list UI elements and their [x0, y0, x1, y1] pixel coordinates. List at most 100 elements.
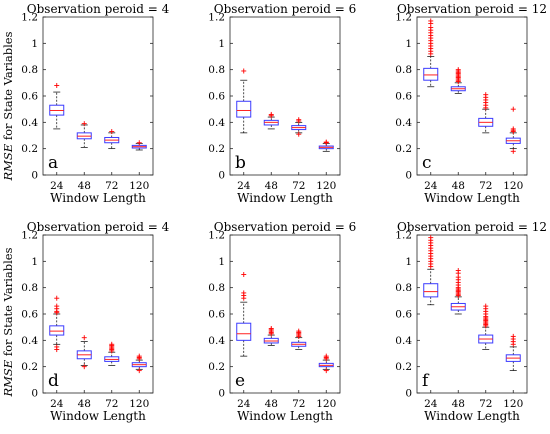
panel-c: 0 0.2 0.4 0.6 0.8 1 1.2 24 48 72 120 Observation pe… — [395, 2, 547, 205]
x-tick-label: 24 — [237, 398, 251, 410]
y-tick-label: 1 — [31, 256, 38, 268]
x-tick-label: 48 — [78, 398, 91, 410]
y-tick-label: 0.6 — [395, 309, 412, 321]
x-tick-label: 48 — [265, 180, 278, 192]
x-axis-label: Window Length — [237, 191, 333, 205]
y-label-italic: RMSE — [1, 143, 15, 181]
outlier-marker — [136, 140, 142, 146]
y-tick-label: 0 — [31, 388, 38, 400]
x-tick-label: 48 — [78, 180, 91, 192]
panel-letter: d — [48, 371, 59, 391]
box-120 — [318, 353, 334, 374]
panel-a: 0 0.2 0.4 0.6 0.8 1 1.2 24 48 72 120 Observation pe… — [21, 2, 169, 205]
y-label-rest: for State Variables — [1, 31, 15, 143]
y-tick-label: 0.2 — [21, 361, 38, 373]
y-tick-label: 0 — [405, 388, 412, 400]
outlier-marker — [54, 347, 60, 353]
panel-e: 0 0.2 0.4 0.6 0.8 1 1.2 24 48 72 120 Observation pe… — [208, 220, 356, 423]
outlier-marker — [241, 68, 247, 74]
panel-letter: c — [422, 153, 432, 173]
y-tick-label: 0.8 — [21, 64, 38, 76]
x-axis-label: Window Length — [50, 191, 146, 205]
y-tick-label: 0.4 — [208, 335, 225, 347]
box-48 — [263, 111, 279, 130]
panel-title: Observation peroid = 4 — [27, 220, 170, 234]
panel-letter: f — [422, 371, 430, 391]
row2-y-axis-label: RMSE for State Variables — [1, 247, 15, 397]
y-tick-label: 0.6 — [208, 91, 225, 103]
y-tick-label: 0.4 — [395, 117, 412, 129]
box-48 — [450, 268, 466, 315]
x-tick-label: 120 — [129, 398, 149, 410]
outlier-marker — [296, 328, 302, 334]
y-tick-label: 0.8 — [208, 64, 225, 76]
outlier-marker — [510, 148, 516, 154]
panel-title: Observation peroid = 12 — [397, 220, 547, 234]
y-tick-label: 1 — [405, 38, 412, 50]
x-axis-label: Window Length — [424, 191, 520, 205]
y-tick-label: 0.4 — [395, 335, 412, 347]
outlier-marker — [54, 295, 60, 301]
outlier-marker — [54, 82, 60, 88]
y-tick-label: 1.2 — [208, 12, 225, 24]
y-tick-label: 0 — [405, 170, 412, 182]
panel-letter: a — [48, 153, 58, 173]
box-120 — [505, 106, 521, 154]
y-tick-label: 0.2 — [395, 143, 412, 155]
box-72 — [104, 341, 120, 366]
y-tick-label: 1.2 — [395, 12, 412, 24]
box-48 — [263, 325, 279, 346]
outlier-marker — [510, 106, 516, 112]
y-label-italic: RMSE — [1, 359, 15, 397]
x-tick-label: 72 — [479, 180, 492, 192]
axes-frame — [416, 234, 528, 394]
box-72 — [291, 117, 307, 137]
y-tick-label: 1 — [218, 38, 225, 50]
outlier-marker — [241, 272, 247, 277]
axes-frame — [416, 16, 528, 176]
x-tick-label: 24 — [424, 180, 438, 192]
box-72 — [104, 129, 120, 150]
panel-title: Observation peroid = 4 — [27, 2, 170, 16]
y-label-rest: for State Variables — [1, 247, 15, 359]
panel-b: 0 0.2 0.4 0.6 0.8 1 1.2 24 48 72 120 Observation pe… — [208, 2, 356, 205]
y-tick-label: 0.8 — [21, 282, 38, 294]
y-tick-label: 0.4 — [21, 335, 38, 347]
box-72 — [478, 92, 494, 134]
outlier-marker — [428, 235, 434, 241]
row1-y-axis-label: RMSE for State Variables — [1, 31, 15, 181]
x-tick-label: 120 — [316, 398, 336, 410]
y-tick-label: 0.6 — [21, 309, 38, 321]
x-tick-label: 24 — [50, 398, 64, 410]
y-tick-label: 1 — [405, 256, 412, 268]
iqr-box — [236, 322, 252, 341]
x-axis-label: Window Length — [50, 409, 146, 423]
iqr-box — [49, 325, 65, 336]
y-tick-label: 0 — [218, 388, 225, 400]
outlier-marker — [54, 303, 60, 309]
x-tick-label: 24 — [50, 180, 64, 192]
y-tick-label: 0.2 — [208, 361, 225, 373]
x-tick-label: 72 — [479, 398, 492, 410]
panel-title: Observation peroid = 6 — [214, 2, 356, 16]
outlier-marker — [323, 139, 329, 145]
iqr-box — [423, 283, 439, 298]
outlier-marker — [241, 290, 247, 296]
x-tick-label: 120 — [316, 180, 336, 192]
outlier-marker — [109, 129, 115, 135]
y-tick-label: 0 — [218, 170, 225, 182]
outlier-marker — [81, 121, 87, 127]
panels-group: 0 0.2 0.4 0.6 0.8 1 1.2 24 48 72 120 Observation pe… — [21, 2, 547, 423]
iqr-box — [236, 100, 252, 118]
box-48 — [76, 335, 92, 370]
x-tick-label: 48 — [452, 398, 465, 410]
axes-frame — [42, 16, 154, 176]
y-tick-label: 1.2 — [21, 12, 38, 24]
outlier-marker — [81, 364, 87, 370]
y-tick-label: 0.2 — [21, 143, 38, 155]
x-tick-label: 120 — [129, 180, 149, 192]
y-tick-label: 0.8 — [395, 282, 412, 294]
y-tick-label: 1 — [31, 38, 38, 50]
outlier-marker — [455, 67, 461, 73]
